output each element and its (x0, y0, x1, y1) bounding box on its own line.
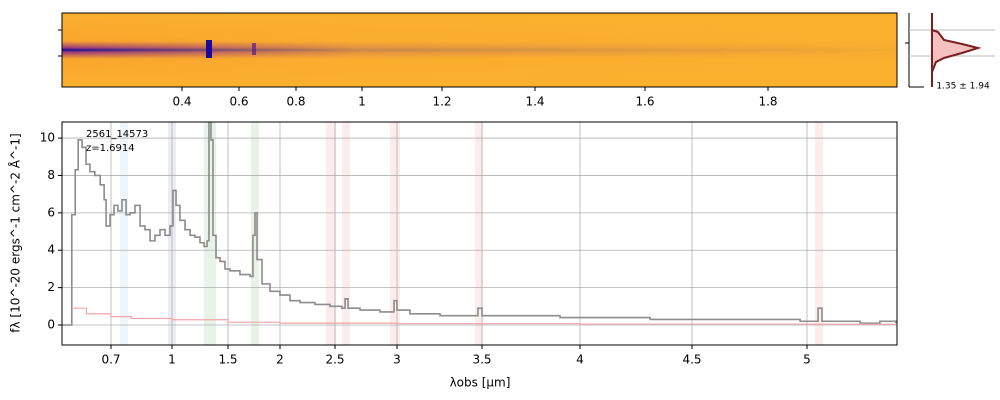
spectrum-line (62, 122, 897, 326)
profile-panel (905, 13, 995, 88)
x-axis-label: λobs [μm] (450, 376, 511, 390)
y-tick-label: 4 (47, 243, 55, 257)
y-tick-label: 10 (40, 131, 55, 145)
y-tick-label: 8 (47, 168, 55, 182)
x-tick-label: 1 (358, 95, 366, 109)
x-tick-label: 4.5 (682, 353, 701, 367)
x-tick-label: 4 (576, 353, 584, 367)
x-tick-label: 3.5 (472, 353, 491, 367)
annotation: z=1.6914 (86, 143, 135, 154)
y-tick-label: 2 (47, 280, 55, 294)
x-tick-label: 5 (803, 353, 811, 367)
x-tick-label: 0.4 (172, 95, 191, 109)
plot (62, 122, 897, 326)
y-axis-label: fλ [10^-20 ergs^-1 cm^-2 Å^-1] (8, 133, 23, 332)
x-tick-label: 1.5 (218, 353, 237, 367)
x-tick-label: 2.5 (325, 353, 344, 367)
y-tick-label: 6 (47, 205, 55, 219)
y-tick-label: 0 (47, 317, 55, 331)
spectrum-image (61, 12, 898, 88)
x-tick-label: 1.8 (758, 95, 777, 109)
x-tick-label: 0.6 (229, 95, 248, 109)
x-tick-label: 0.8 (286, 95, 305, 109)
x-tick-label: 1.2 (432, 95, 451, 109)
x-tick-label: 1.6 (635, 95, 654, 109)
x-tick-label: 1.4 (525, 95, 544, 109)
x-tick-label: 0.7 (101, 353, 120, 367)
grid (62, 122, 897, 345)
annotation: 2561_14573 (86, 129, 148, 140)
profile-annotation: 1.35 ± 1.94 (936, 82, 990, 92)
x-tick-label: 2 (276, 353, 284, 367)
x-tick-label: 3 (393, 353, 401, 367)
spectrum-line (71, 307, 896, 325)
plot-frame (61, 121, 898, 346)
x-tick-label: 1 (168, 353, 176, 367)
